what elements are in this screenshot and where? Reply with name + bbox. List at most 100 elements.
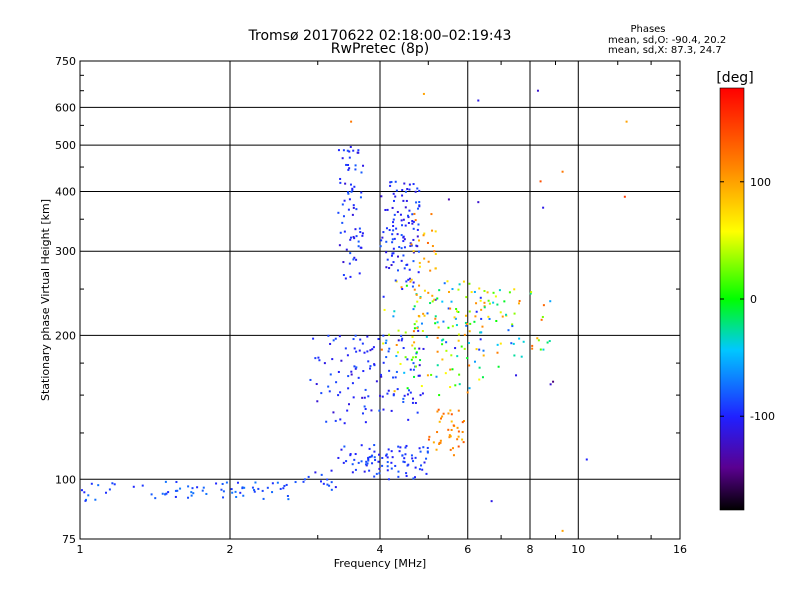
- data-point: [192, 492, 195, 495]
- data-point: [423, 232, 426, 235]
- y-tick-label: 500: [55, 139, 76, 152]
- data-point: [462, 420, 465, 423]
- data-point: [337, 149, 340, 152]
- data-point: [390, 180, 393, 183]
- data-point: [385, 454, 388, 457]
- data-point: [391, 233, 394, 236]
- data-point: [479, 296, 482, 299]
- data-point: [447, 307, 450, 310]
- data-point: [419, 450, 422, 453]
- data-point: [383, 308, 386, 311]
- data-point: [397, 339, 400, 342]
- data-point: [469, 322, 472, 325]
- data-point: [457, 409, 460, 412]
- data-point: [422, 347, 425, 350]
- data-point: [287, 498, 290, 501]
- data-point: [449, 368, 452, 371]
- data-point: [414, 219, 417, 222]
- data-point: [466, 323, 469, 326]
- data-point: [410, 278, 413, 281]
- data-point: [420, 322, 423, 325]
- data-point: [403, 246, 406, 249]
- data-point: [276, 481, 279, 484]
- data-point: [440, 339, 443, 342]
- data-point: [330, 488, 333, 491]
- data-point: [393, 390, 396, 393]
- data-point: [479, 299, 482, 302]
- data-point: [409, 245, 412, 248]
- data-point: [334, 486, 337, 489]
- data-point: [404, 446, 407, 449]
- data-point: [328, 390, 331, 393]
- data-point: [408, 188, 411, 191]
- data-point: [402, 397, 405, 400]
- data-point: [348, 167, 351, 170]
- data-point: [113, 483, 116, 486]
- data-point: [261, 489, 264, 492]
- data-point: [351, 463, 354, 466]
- data-point: [412, 227, 415, 230]
- data-point: [370, 409, 373, 412]
- data-point: [251, 486, 254, 489]
- data-point: [449, 409, 452, 412]
- data-point: [513, 312, 516, 315]
- data-point: [348, 403, 351, 406]
- data-point: [407, 216, 410, 219]
- data-point: [355, 235, 358, 238]
- data-point: [479, 331, 482, 334]
- data-point: [625, 120, 628, 123]
- data-point: [234, 490, 237, 493]
- data-point: [448, 436, 451, 439]
- data-point: [461, 421, 464, 424]
- data-point: [394, 195, 397, 198]
- data-point: [363, 396, 366, 399]
- data-point: [400, 234, 403, 237]
- data-point: [403, 371, 406, 374]
- data-point: [220, 488, 223, 491]
- data-point: [447, 198, 450, 201]
- data-point: [303, 478, 306, 481]
- data-point: [386, 258, 389, 261]
- data-point: [429, 269, 432, 272]
- data-point: [412, 477, 415, 480]
- data-point: [378, 467, 381, 470]
- data-point: [349, 145, 352, 148]
- data-point: [364, 388, 367, 391]
- data-point: [410, 243, 413, 246]
- x-tick-label: 2: [227, 543, 234, 556]
- data-point: [382, 231, 385, 234]
- data-point: [316, 400, 319, 403]
- data-point: [414, 456, 417, 459]
- data-point: [466, 357, 469, 360]
- data-point: [361, 396, 364, 399]
- data-point: [449, 307, 452, 310]
- data-point: [351, 187, 354, 190]
- data-point: [362, 164, 365, 167]
- data-point: [190, 494, 193, 497]
- data-point: [373, 456, 376, 459]
- data-point: [354, 334, 357, 337]
- data-point: [434, 315, 437, 318]
- data-point: [404, 224, 407, 227]
- x-tick-label: 16: [673, 543, 687, 556]
- data-point: [405, 284, 408, 287]
- data-point: [222, 490, 225, 493]
- data-point: [187, 485, 190, 488]
- data-point: [426, 451, 429, 454]
- data-point: [457, 445, 460, 448]
- data-point: [360, 171, 363, 174]
- data-point: [433, 250, 436, 253]
- data-point: [352, 206, 355, 209]
- data-point: [412, 250, 415, 253]
- data-point: [418, 374, 421, 377]
- data-point: [412, 251, 415, 254]
- data-point: [395, 227, 398, 230]
- data-point: [449, 435, 452, 438]
- data-point: [339, 181, 342, 184]
- grid-lines: [80, 61, 680, 539]
- data-point: [401, 337, 404, 340]
- data-point: [339, 418, 342, 421]
- data-point: [445, 349, 448, 352]
- data-point: [511, 323, 514, 326]
- phase-stats-o: mean, sd,O: -90.4, 20.2: [608, 35, 726, 46]
